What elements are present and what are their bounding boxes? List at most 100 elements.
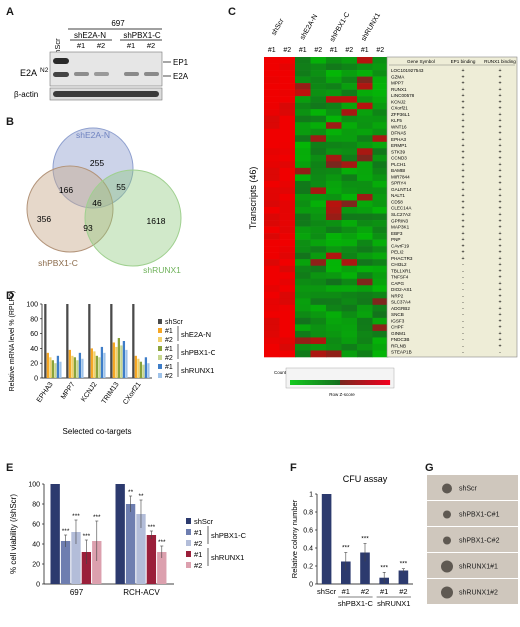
panel-g-label: G — [425, 462, 434, 474]
gene-symbol: SPRY4 — [391, 181, 406, 186]
heatmap-cell — [372, 115, 389, 123]
runx1-binding: + — [498, 331, 501, 337]
legend-swatch — [158, 319, 162, 324]
gene-symbol: PNP — [391, 237, 400, 242]
colony-label: shScr — [459, 486, 478, 493]
y-tick-label: 0.8 — [303, 510, 313, 517]
heatmap-cell — [357, 330, 373, 338]
runx1-binding: + — [498, 124, 501, 130]
venn-count: 55 — [116, 182, 126, 192]
gene-symbol: GPRIN3 — [391, 218, 409, 223]
venn-label-pbx1: shPBX1-C — [38, 258, 78, 268]
gene-symbol: SLC27A2 — [391, 212, 411, 217]
ep1-binding: + — [461, 118, 464, 124]
heatmap-cell — [357, 57, 373, 64]
heatmap-cell — [341, 350, 358, 358]
significance-label: *** — [400, 561, 408, 568]
color-key-swatch — [312, 380, 316, 385]
colony-image — [427, 527, 518, 552]
heatmap-cell — [372, 161, 389, 169]
gene-symbol: ZFP36L1 — [391, 112, 410, 117]
significance-label: *** — [380, 564, 388, 571]
ep1-binding: + — [461, 181, 464, 187]
heatmap-cell — [279, 311, 296, 319]
heatmap-cell — [357, 154, 373, 162]
y-tick-label: 0 — [34, 376, 38, 383]
ep1-binding: - — [462, 287, 464, 293]
legend-swatch — [158, 355, 162, 360]
heatmap-cell — [295, 141, 311, 149]
legend-label: #2 — [194, 561, 202, 570]
heatmap-cell — [357, 213, 373, 221]
band-label-e2a: E2A — [173, 72, 189, 81]
ep1-binding: + — [461, 218, 464, 224]
heatmap-cell — [279, 109, 296, 116]
heatmap-cell — [279, 167, 296, 175]
gene-symbol: RUNX1 — [391, 87, 407, 92]
heatmap-cell — [326, 330, 342, 338]
bar — [50, 484, 60, 584]
heatmap-cell — [264, 187, 280, 195]
runx1-binding: + — [498, 137, 501, 143]
runx1-binding: + — [498, 112, 501, 118]
heatmap-cell — [326, 233, 342, 240]
ep1-binding: + — [461, 143, 464, 149]
ep1-binding: + — [461, 231, 464, 237]
heatmap-cell — [264, 161, 280, 169]
gene-symbol: NRP2 — [391, 293, 404, 298]
blot-main — [49, 51, 163, 87]
heatmap-cell — [357, 122, 373, 130]
heatmap-cell — [372, 265, 389, 273]
chart-e: 020406080100************697**********RCH… — [9, 482, 247, 598]
color-key-swatch — [325, 380, 328, 385]
heatmap-cell — [264, 122, 280, 130]
color-key-swatch — [297, 380, 301, 385]
heatmap-cell — [279, 115, 296, 123]
ep1-binding: + — [461, 168, 464, 174]
heatmap-cell — [357, 291, 373, 299]
heatmap-cell — [264, 259, 280, 266]
heatmap-cell — [372, 350, 389, 358]
y-tick-label: 20 — [30, 361, 38, 368]
ep1-binding: + — [461, 206, 464, 212]
venn-count: 46 — [92, 198, 102, 208]
heatmap-cell — [341, 213, 358, 221]
chart-d: 0 20 40 60 80 100 EPHA3 MPP7 KCNJ2 TRIM13 CXorf21 R… — [9, 291, 215, 436]
heatmap-cell — [264, 213, 280, 221]
heatmap-cell — [264, 174, 280, 182]
bar — [93, 351, 96, 378]
heatmap-cell — [357, 304, 373, 312]
heatmap-cell — [264, 57, 280, 64]
runx1-binding: + — [498, 287, 501, 293]
group-label-e2a: shE2A-N — [74, 31, 106, 40]
heatmap-cell — [279, 122, 296, 130]
bar — [92, 541, 102, 584]
bar — [115, 484, 125, 584]
y-tick-label: 0.2 — [303, 564, 313, 571]
heatmap-cell — [357, 63, 373, 71]
heatmap-cell — [357, 317, 373, 325]
heatmap-cell — [295, 161, 311, 169]
runx1-binding: + — [498, 74, 501, 80]
heatmap-cell — [341, 291, 358, 299]
gene-symbol: KCNJ2 — [391, 99, 406, 104]
runx1-binding: + — [498, 281, 501, 287]
heatmap-cell — [326, 311, 342, 319]
heatmap-cell — [310, 311, 327, 319]
color-key-swatch — [317, 380, 321, 385]
gene-symbol: MIR7844 — [391, 174, 410, 179]
gene-symbol: IGSF3 — [391, 318, 405, 323]
colony — [442, 483, 452, 494]
heatmap-cell — [279, 259, 296, 266]
heatmap-cell — [279, 285, 296, 293]
heatmap-cell — [310, 272, 327, 280]
group-label-pbx1: shPBX1-C — [123, 31, 161, 40]
panel-c-label: C — [228, 6, 236, 18]
heatmap-cell — [341, 122, 358, 130]
heatmap-cell — [279, 291, 296, 299]
heatmap-cell — [357, 343, 373, 351]
heatmap-cell — [264, 115, 280, 123]
heatmap-cell — [295, 226, 311, 234]
significance-label: ** — [128, 489, 134, 496]
color-key-swatch — [330, 380, 333, 385]
